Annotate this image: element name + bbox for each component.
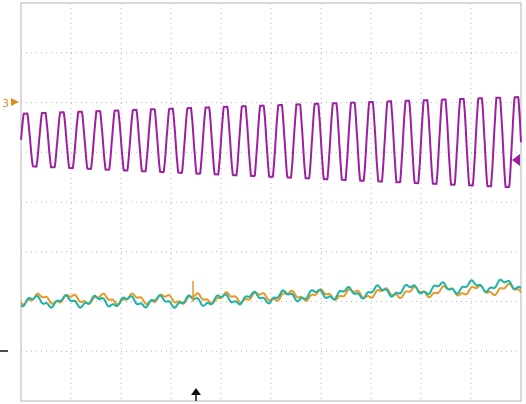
channel-marker-label: 3 (2, 97, 9, 110)
trace-group (20, 96, 522, 309)
channel-arrow-icon (11, 98, 19, 106)
up-arrow-icon[interactable] (191, 388, 201, 401)
channel-marker[interactable]: 3 (2, 97, 19, 110)
trace-3 (20, 278, 522, 309)
trigger-level-icon[interactable] (512, 154, 520, 166)
graticule-grid (21, 3, 521, 401)
trace-1 (20, 96, 522, 189)
